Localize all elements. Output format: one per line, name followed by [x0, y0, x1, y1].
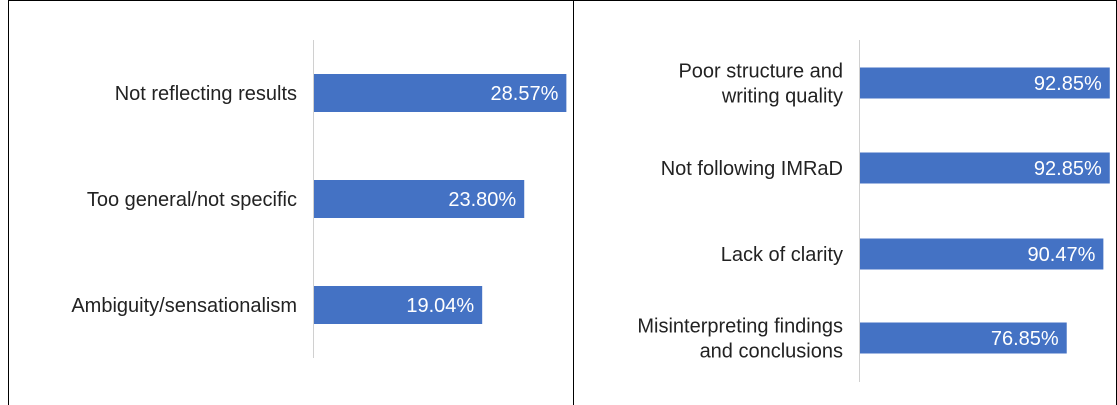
data-label: 90.47% — [1028, 244, 1096, 266]
data-label: 19.04% — [406, 295, 474, 317]
category-label-line: Not reflecting results — [115, 83, 297, 105]
category-label: Too general/not specific — [87, 189, 297, 211]
category-label-line: Too general/not specific — [87, 189, 297, 211]
category-label: Ambiguity/sensationalism — [71, 295, 297, 317]
category-label-line: Poor structure and — [678, 61, 843, 83]
data-label: 76.85% — [991, 328, 1059, 350]
category-label: Not reflecting results — [115, 83, 297, 105]
bar — [314, 180, 525, 218]
category-label-line: Ambiguity/sensationalism — [71, 295, 297, 317]
bar — [860, 322, 1067, 354]
bar — [314, 286, 483, 324]
data-label: 92.85% — [1034, 158, 1102, 180]
category-label-line: Misinterpreting findings — [637, 316, 843, 338]
category-label-line: Not following IMRaD — [661, 158, 843, 180]
category-label-line: Lack of clarity — [721, 244, 843, 266]
category-label: Lack of clarity — [721, 244, 843, 266]
bar-chart-abstract-issues: 92.85% Poor structure and writing quality 9… — [637, 40, 1110, 382]
data-label: 23.80% — [448, 189, 516, 211]
bar — [860, 238, 1104, 270]
category-label-line: writing quality — [721, 86, 843, 108]
bar-chart-title-issues: 28.57% Not reflecting results 23.80% Too ge… — [71, 40, 567, 358]
category-label: Poor structure and writing quality — [678, 61, 843, 108]
category-label-line: and conclusions — [700, 341, 843, 363]
data-label: 28.57% — [491, 83, 559, 105]
data-label: 92.85% — [1034, 73, 1102, 95]
bar — [860, 152, 1110, 184]
category-label: Not following IMRaD — [661, 158, 843, 180]
bar — [314, 74, 567, 112]
bar — [860, 67, 1110, 99]
category-label: Misinterpreting findings and conclusions — [637, 316, 843, 363]
